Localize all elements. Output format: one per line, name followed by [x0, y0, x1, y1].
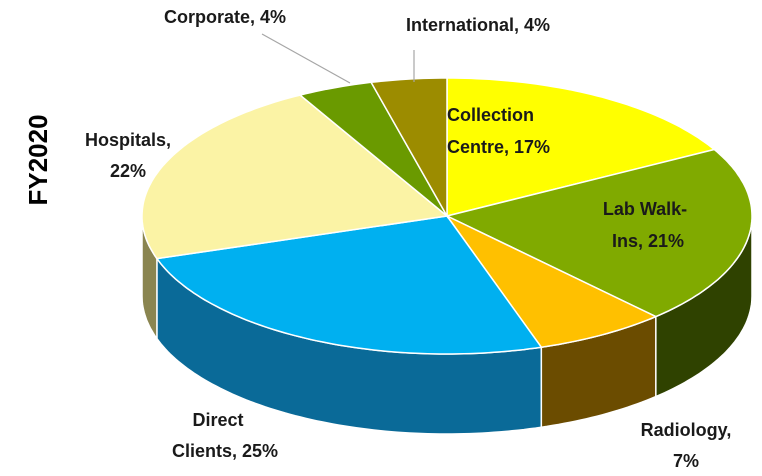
- data-label: Ins, 21%: [612, 231, 684, 251]
- data-label: Collection: [447, 105, 534, 125]
- data-label: Radiology,: [641, 420, 732, 440]
- chart-title: FY2020: [23, 114, 53, 205]
- data-label: Centre, 17%: [447, 137, 550, 157]
- pie-slice: [446, 77, 716, 217]
- data-label: Clients, 25%: [172, 441, 278, 461]
- pie-slice: [446, 215, 658, 349]
- data-label: International, 4%: [406, 15, 550, 35]
- data-label: Direct: [192, 410, 243, 430]
- leader-line: [261, 33, 351, 84]
- pie-slice: [369, 77, 448, 219]
- pie-slice: [141, 94, 449, 260]
- pie-slice: [298, 81, 448, 217]
- data-label: 7%: [673, 451, 699, 471]
- data-label: Hospitals,: [85, 130, 171, 150]
- pie-slice: [155, 215, 543, 355]
- data-label: Lab Walk-: [603, 199, 687, 219]
- data-label: 22%: [110, 161, 146, 181]
- pie-slice: [444, 148, 753, 318]
- data-label: Corporate, 4%: [164, 7, 286, 27]
